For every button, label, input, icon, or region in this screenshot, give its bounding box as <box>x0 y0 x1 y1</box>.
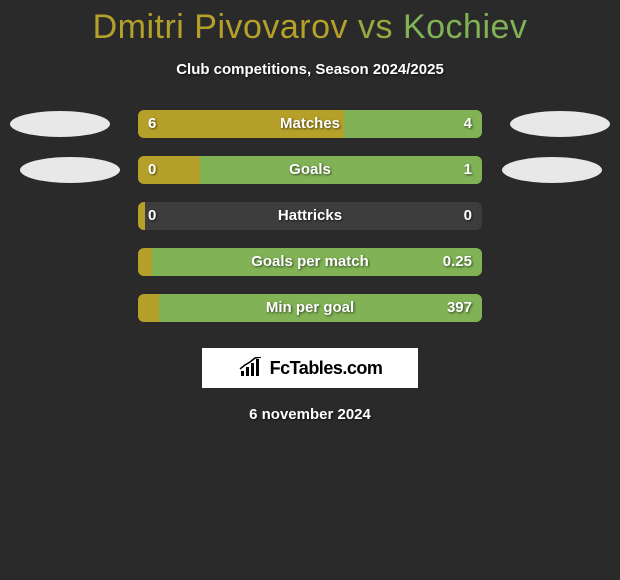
logo-text: FcTables.com <box>270 358 383 379</box>
stat-label: Hattricks <box>138 202 482 230</box>
stat-row: Goals per match0.25 <box>0 248 620 276</box>
stat-row: Matches6 4 <box>0 110 620 138</box>
stat-value-right: 397 <box>447 294 472 322</box>
stat-value-left: 6 <box>148 110 156 138</box>
comparison-container: Dmitri Pivovarov vs Kochiev Club competi… <box>0 0 620 423</box>
chart-icon <box>238 357 264 379</box>
stat-label: Matches <box>138 110 482 138</box>
logo-box[interactable]: FcTables.com <box>202 348 418 388</box>
subtitle: Club competitions, Season 2024/2025 <box>0 61 620 78</box>
stat-value-right: 0.25 <box>443 248 472 276</box>
ellipse-right <box>502 157 602 183</box>
title-vs: vs <box>358 8 393 46</box>
bar-track: Matches <box>138 110 482 138</box>
stats-rows: Matches64Goals01Hattricks00Goals per mat… <box>0 110 620 322</box>
stat-label: Goals <box>138 156 482 184</box>
stat-value-right: 1 <box>464 156 472 184</box>
bar-track: Min per goal <box>138 294 482 322</box>
bar-track: Goals <box>138 156 482 184</box>
ellipse-left <box>20 157 120 183</box>
stat-row: Min per goal397 <box>0 294 620 322</box>
stat-value-right: 4 <box>464 110 472 138</box>
stat-label: Goals per match <box>138 248 482 276</box>
title-player1: Dmitri Pivovarov <box>93 8 348 46</box>
bar-track: Hattricks <box>138 202 482 230</box>
stat-value-right: 0 <box>464 202 472 230</box>
title-player2: Kochiev <box>403 8 527 46</box>
date-label: 6 november 2024 <box>0 406 620 423</box>
bar-track: Goals per match <box>138 248 482 276</box>
stat-value-left: 0 <box>148 156 156 184</box>
stat-label: Min per goal <box>138 294 482 322</box>
stat-row: Goals0 1 <box>0 156 620 184</box>
stat-row: Hattricks0 0 <box>0 202 620 230</box>
stat-value-left: 0 <box>148 202 156 230</box>
page-title: Dmitri Pivovarov vs Kochiev <box>0 8 620 47</box>
ellipse-right <box>510 111 610 137</box>
ellipse-left <box>10 111 110 137</box>
